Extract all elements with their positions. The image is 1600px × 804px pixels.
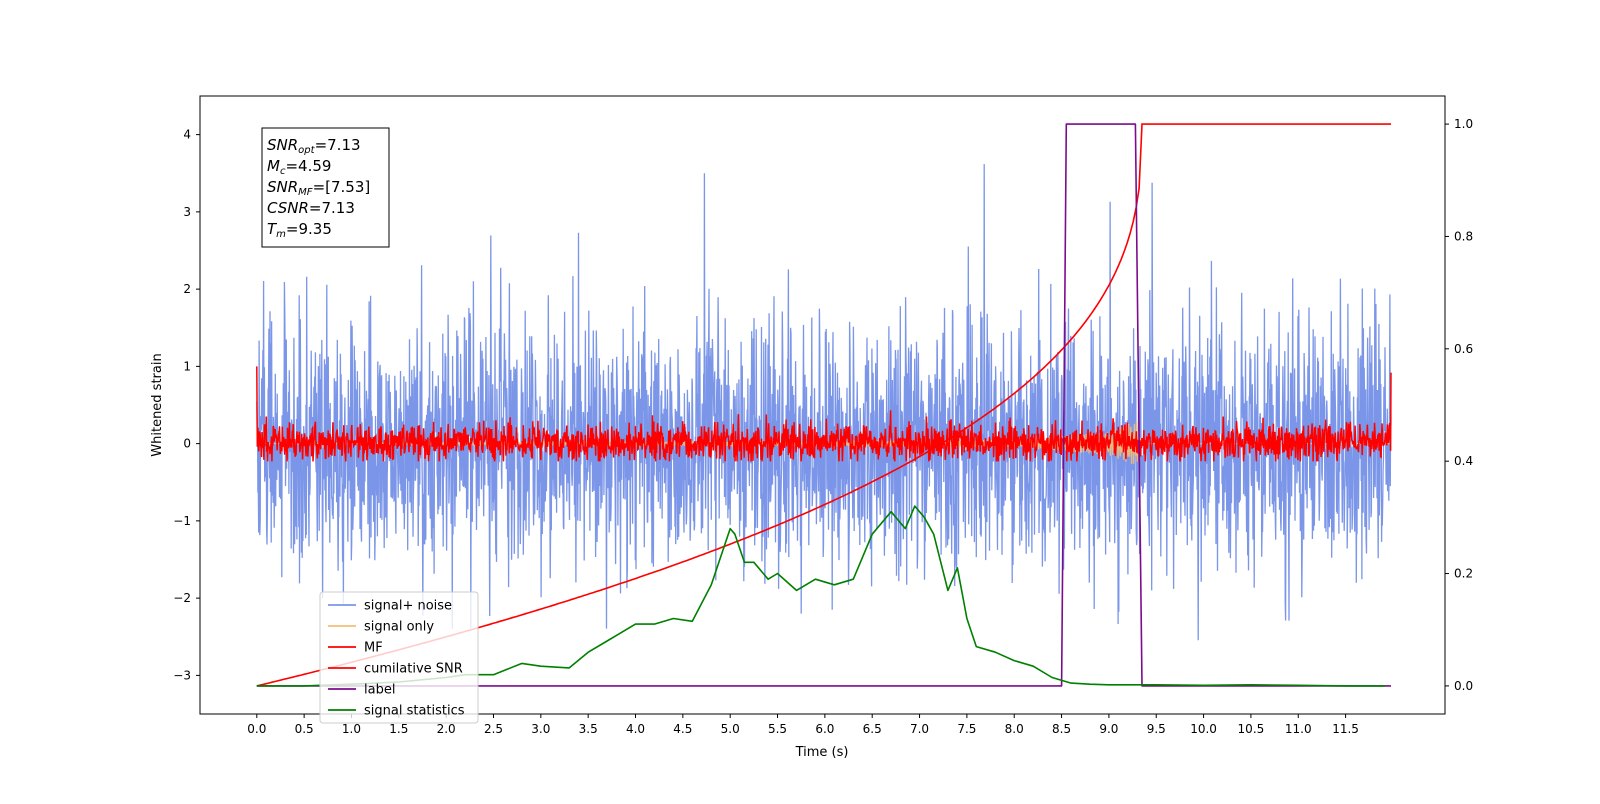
y-axis-left: −3 −2 −1 0 1 2 3 4 bbox=[173, 128, 200, 682]
y2-tick-label: 0.8 bbox=[1454, 229, 1473, 243]
x-tick-label: 8.0 bbox=[1005, 722, 1024, 736]
x-tick-label: 6.0 bbox=[815, 722, 834, 736]
annotation-line: SNRMF=[7.53] bbox=[267, 178, 370, 198]
y-axis-right: 0.0 0.2 0.4 0.6 0.8 1.0 bbox=[1445, 117, 1473, 693]
y-tick-label: −3 bbox=[173, 668, 191, 682]
legend: signal+ noise signal only MF cumilative SNR… bbox=[319, 591, 479, 724]
x-tick-label: 8.5 bbox=[1052, 722, 1071, 736]
series-label-line bbox=[256, 123, 1391, 687]
legend-label: signal only bbox=[364, 620, 434, 635]
x-tick-label: 11.5 bbox=[1332, 722, 1359, 736]
x-axis-label: Time (s) bbox=[795, 745, 849, 760]
x-tick-label: 2.0 bbox=[437, 722, 456, 736]
x-tick-label: 2.5 bbox=[484, 722, 503, 736]
x-tick-label: 3.0 bbox=[531, 722, 550, 736]
legend-label: label bbox=[364, 683, 395, 698]
x-tick-label: 5.0 bbox=[721, 722, 740, 736]
x-tick-label: 4.5 bbox=[673, 722, 692, 736]
y2-tick-label: 0.6 bbox=[1454, 342, 1473, 356]
legend-label: cumilative SNR bbox=[364, 662, 463, 677]
x-tick-label: 7.0 bbox=[910, 722, 929, 736]
x-tick-label: 5.5 bbox=[768, 722, 787, 736]
x-tick-label: 11.0 bbox=[1285, 722, 1312, 736]
annotation-line: Tm=9.35 bbox=[267, 220, 332, 240]
y-tick-label: 4 bbox=[183, 128, 191, 142]
x-tick-label: 10.0 bbox=[1190, 722, 1217, 736]
y-tick-label: 1 bbox=[183, 359, 191, 373]
x-tick-label: 10.5 bbox=[1238, 722, 1265, 736]
annotation-line: CSNR=7.13 bbox=[267, 199, 355, 217]
x-axis: 0.0 0.5 1.0 1.5 2.0 2.5 3.0 3.5 4.0 4.5 5.0 5.5 6.0 6… bbox=[247, 714, 1359, 736]
legend-frame bbox=[319, 591, 479, 724]
y-tick-label: 3 bbox=[183, 205, 191, 219]
annotation-line: SNRopt=7.13 bbox=[267, 136, 361, 156]
x-tick-label: 1.0 bbox=[342, 722, 361, 736]
x-tick-label: 0.0 bbox=[247, 722, 266, 736]
series-mf-line bbox=[256, 366, 1392, 462]
y-tick-label: −1 bbox=[173, 514, 191, 528]
x-tick-label: 9.5 bbox=[1147, 722, 1166, 736]
x-tick-label: 0.5 bbox=[295, 722, 314, 736]
x-tick-label: 6.5 bbox=[863, 722, 882, 736]
y2-tick-label: 0.0 bbox=[1454, 679, 1473, 693]
x-tick-label: 4.0 bbox=[626, 722, 645, 736]
legend-label: signal+ noise bbox=[364, 599, 452, 614]
y-tick-label: −2 bbox=[173, 591, 191, 605]
x-tick-label: 9.0 bbox=[1099, 722, 1118, 736]
annotation-line: Mc=4.59 bbox=[267, 157, 331, 177]
x-tick-label: 7.5 bbox=[957, 722, 976, 736]
y2-tick-label: 1.0 bbox=[1454, 117, 1473, 131]
y-axis-label: Whitened strain bbox=[150, 353, 165, 456]
x-tick-label: 3.5 bbox=[579, 722, 598, 736]
x-tick-label: 1.5 bbox=[389, 722, 408, 736]
y2-tick-label: 0.4 bbox=[1454, 454, 1473, 468]
annotation-frame bbox=[261, 127, 390, 248]
y-tick-label: 2 bbox=[183, 282, 191, 296]
plot-frame bbox=[199, 95, 1446, 715]
legend-label: signal statistics bbox=[364, 704, 465, 719]
y2-tick-label: 0.2 bbox=[1454, 567, 1473, 581]
series-signal-statistics-line bbox=[256, 505, 1386, 687]
legend-label: MF bbox=[364, 641, 383, 656]
y-tick-label: 0 bbox=[183, 437, 191, 451]
